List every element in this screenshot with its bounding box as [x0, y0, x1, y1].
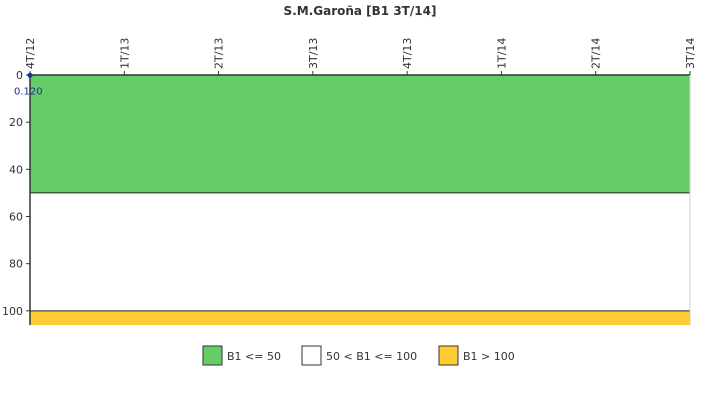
x-tick-label: 2T/13 [213, 38, 226, 69]
x-axis-ticks: 4T/12 1T/13 2T/13 3T/13 4T/13 1T/14 2T/14 3T/14 [24, 38, 697, 69]
chart-title: S.M.Garoña [B1 3T/14] [284, 4, 437, 18]
threshold-bands [30, 75, 690, 325]
data-series: 0.120 [14, 72, 43, 97]
data-label: 0.120 [14, 86, 43, 97]
y-axis-ticks: 0 20 40 60 80 100 [2, 69, 30, 318]
legend-swatch-2 [438, 345, 459, 366]
x-tick-label: 1T/14 [495, 38, 508, 69]
x-tick-label: 4T/13 [401, 38, 414, 69]
y-tick-label: 60 [9, 211, 23, 224]
y-tick-label: 100 [2, 305, 23, 318]
legend-swatch-0 [202, 345, 223, 366]
y-tick-label: 40 [9, 163, 23, 176]
legend-swatch-1 [301, 345, 322, 366]
band-0 [30, 75, 690, 193]
legend-label-2: B1 > 100 [463, 350, 515, 363]
x-tick-label: 3T/13 [307, 38, 320, 69]
data-point [27, 72, 33, 78]
plot-frame [29, 74, 691, 325]
band-2 [30, 310, 690, 325]
x-tick-label: 4T/12 [24, 38, 37, 69]
legend: B1 <= 50 50 < B1 <= 100 B1 > 100 [202, 345, 515, 366]
x-tick-label: 2T/14 [590, 38, 603, 69]
legend-label-1: 50 < B1 <= 100 [326, 350, 417, 363]
x-tick-label: 1T/13 [118, 38, 131, 69]
band-1 [30, 192, 690, 311]
legend-label-0: B1 <= 50 [227, 350, 281, 363]
y-tick-label: 20 [9, 116, 23, 129]
x-tick-label: 3T/14 [684, 38, 697, 69]
y-tick-label: 0 [16, 69, 23, 82]
y-tick-label: 80 [9, 258, 23, 271]
